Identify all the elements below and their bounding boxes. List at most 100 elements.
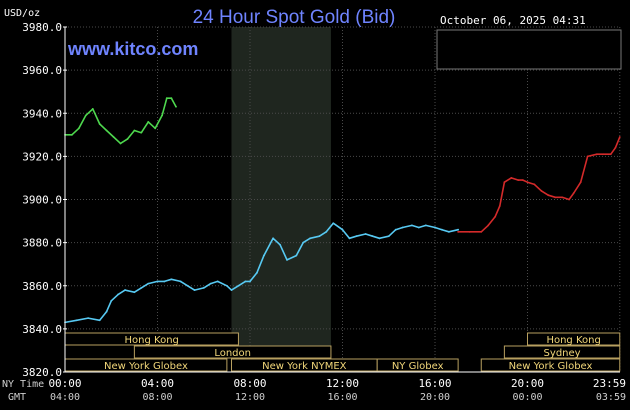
session-label: Sydney <box>544 348 581 359</box>
series-point-0 <box>434 226 436 229</box>
x-tick-label-gmt: 12:00 <box>235 392 265 403</box>
session-bar <box>133 345 332 359</box>
series-point-2 <box>133 129 136 132</box>
series-point-0 <box>98 319 101 322</box>
y-tick-label: 3880.0 <box>22 237 62 250</box>
series-point-0 <box>424 224 427 227</box>
series-point-0 <box>318 235 321 238</box>
series-point-0 <box>364 233 367 235</box>
series-point-1 <box>547 194 550 197</box>
session-label: NY Globex <box>392 361 444 372</box>
series-point-1 <box>586 155 589 158</box>
x-tick-label-ny: 16:00 <box>418 377 451 390</box>
legend-item-last: Oct 06 Last 3939.30 <box>441 54 567 67</box>
series-point-1 <box>498 205 501 207</box>
x-tick-label-gmt: 16:00 <box>327 392 357 403</box>
series-point-0 <box>309 237 312 240</box>
y-tick-label: 3900.0 <box>22 194 62 207</box>
chart-datetime: October 06, 2025 04:31 <box>440 14 586 27</box>
series-point-1 <box>595 153 598 156</box>
series-point-1 <box>457 230 460 233</box>
series-point-0 <box>371 235 374 238</box>
brand-link[interactable]: www.kitco.com <box>67 39 198 59</box>
chart-title: 24 Hour Spot Gold (Bid) <box>193 7 396 28</box>
x-tick-label-gmt: 04:00 <box>50 392 80 403</box>
series-point-0 <box>249 280 251 283</box>
session-bar <box>503 345 621 359</box>
series-point-0 <box>133 291 136 294</box>
series-point-0 <box>147 282 150 285</box>
session-label: New York Globex <box>509 361 593 372</box>
session-layer: Hong Kong London New York Globex New York N… <box>64 332 621 372</box>
series-point-1 <box>510 177 513 179</box>
series-point-0 <box>410 224 413 227</box>
legend: Oct 03 NY close 3885.00 Oct 05 Sunday Oc… <box>436 29 622 70</box>
series-line-0 <box>64 222 459 324</box>
y-tick-label: 3920.0 <box>22 150 62 163</box>
y-tick-label: 3820.0 <box>22 366 62 379</box>
series-point-0 <box>441 228 443 231</box>
series-point-2 <box>84 114 87 117</box>
series-point-0 <box>447 230 450 233</box>
series-point-0 <box>163 280 166 283</box>
series-point-0 <box>378 237 381 240</box>
x-tick-label-gmt: 08:00 <box>142 392 172 403</box>
x-tick-label-gmt: 03:59 <box>596 392 626 403</box>
series-point-1 <box>494 215 497 218</box>
series-point-2 <box>105 129 108 132</box>
series-point-0 <box>170 278 173 281</box>
series-point-0 <box>230 289 233 291</box>
series-point-1 <box>468 230 471 233</box>
series-point-1 <box>579 181 582 184</box>
x-tick-label-ny: 20:00 <box>511 377 544 390</box>
legend-frame <box>436 29 622 70</box>
legend-item-sunday: Oct 05 Sunday <box>441 42 527 55</box>
series-point-0 <box>179 280 182 283</box>
series-point-0 <box>124 289 127 291</box>
y-tick-label: 3840.0 <box>22 323 62 336</box>
session-label: Hong Kong <box>546 335 600 346</box>
series-point-0 <box>209 282 212 285</box>
series-point-2 <box>170 97 173 100</box>
series-point-1 <box>561 196 564 199</box>
series-point-2 <box>112 136 115 138</box>
series-point-0 <box>117 293 120 296</box>
series-point-0 <box>193 289 196 291</box>
series-point-1 <box>614 146 617 149</box>
series-point-1 <box>533 183 536 186</box>
series-point-2 <box>119 142 122 145</box>
series-point-0 <box>387 235 390 238</box>
series-point-2 <box>140 131 143 134</box>
series-point-2 <box>175 105 177 108</box>
series-point-0 <box>105 310 108 313</box>
x-tick-label-ny: 04:00 <box>141 377 174 390</box>
series-layer <box>64 97 621 324</box>
series-point-1 <box>503 181 506 184</box>
series-point-0 <box>457 228 460 231</box>
series-point-0 <box>348 237 351 240</box>
series-point-1 <box>480 230 483 233</box>
y-tick-label: 3980.0 <box>22 21 62 34</box>
y-tick-label: 3960.0 <box>22 64 62 77</box>
session-label: New York NYMEX <box>262 361 347 372</box>
series-point-1 <box>540 189 543 192</box>
series-point-0 <box>202 287 205 289</box>
series-point-2 <box>161 114 164 117</box>
series-point-0 <box>237 284 240 287</box>
x-tick-label-ny: 23:59 <box>593 377 626 390</box>
series-point-0 <box>417 226 420 229</box>
series-point-1 <box>521 179 524 181</box>
series-point-0 <box>341 228 344 231</box>
series-point-0 <box>186 284 189 287</box>
series-point-2 <box>147 120 150 123</box>
series-point-0 <box>332 222 335 225</box>
x-tick-label-ny: 08:00 <box>233 377 266 390</box>
series-point-2 <box>126 138 129 141</box>
series-point-1 <box>487 224 490 227</box>
series-point-2 <box>165 97 168 100</box>
series-point-2 <box>71 133 73 136</box>
series-point-1 <box>572 192 575 194</box>
series-line-2 <box>65 97 177 145</box>
series-point-0 <box>286 258 288 261</box>
